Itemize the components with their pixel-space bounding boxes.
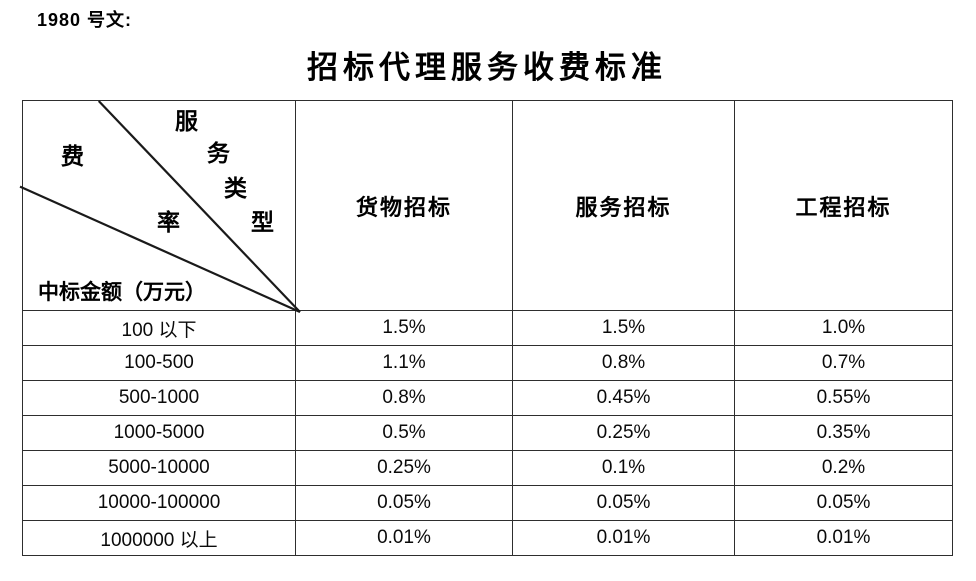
column-header-goods-bidding: 货物招标 (295, 100, 513, 311)
corner-service-type-char: 型 (251, 210, 274, 235)
page-title: 招标代理服务收费标准 (307, 50, 667, 85)
fee-cell: 1.1% (295, 345, 513, 381)
fee-cell: 0.01% (734, 520, 953, 556)
fee-cell: 1.5% (512, 310, 735, 346)
doc-number-label: 1980 号文: (37, 10, 133, 30)
corner-fee-rate-char: 费 (61, 144, 84, 169)
fee-cell: 0.7% (734, 345, 953, 381)
row-range-label: 1000-5000 (22, 415, 296, 451)
fee-cell: 0.05% (295, 485, 513, 521)
fee-cell: 1.5% (295, 310, 513, 346)
row-range-label: 500-1000 (22, 380, 296, 416)
diagonal-divider-lines (19, 100, 301, 313)
fee-cell: 0.25% (512, 415, 735, 451)
fee-cell: 0.01% (512, 520, 735, 556)
row-range-label: 5000-10000 (22, 450, 296, 486)
table-corner-cell: 服 务 类 型 费 率 中标金额（万元） (19, 100, 301, 313)
table-row: 1000-5000 0.5% 0.25% 0.35% (22, 415, 953, 451)
fee-table-container: 服 务 类 型 费 率 中标金额（万元） 货物招标 服务招标 工程招标 100 … (19, 100, 953, 556)
fee-cell: 0.05% (512, 485, 735, 521)
corner-fee-rate-char: 率 (157, 210, 180, 235)
fee-cell: 0.5% (295, 415, 513, 451)
corner-service-type-char: 类 (224, 176, 247, 201)
table-row: 100 以下 1.5% 1.5% 1.0% (22, 310, 953, 346)
table-row: 10000-100000 0.05% 0.05% 0.05% (22, 485, 953, 521)
fee-table: 服 务 类 型 费 率 中标金额（万元） 货物招标 服务招标 工程招标 100 … (19, 100, 953, 556)
fee-cell: 0.2% (734, 450, 953, 486)
fee-cell: 1.0% (734, 310, 953, 346)
fee-cell: 0.1% (512, 450, 735, 486)
table-row: 100-500 1.1% 0.8% 0.7% (22, 345, 953, 381)
row-axis-label: 中标金额（万元） (38, 279, 206, 304)
fee-cell: 0.8% (295, 380, 513, 416)
fee-cell: 0.35% (734, 415, 953, 451)
fee-cell: 0.05% (734, 485, 953, 521)
table-row: 1000000 以上 0.01% 0.01% 0.01% (22, 520, 953, 556)
row-range-label: 1000000 以上 (22, 520, 296, 556)
fee-cell: 0.25% (295, 450, 513, 486)
column-header-works-bidding: 工程招标 (734, 100, 953, 311)
fee-cell: 0.55% (734, 380, 953, 416)
row-range-label: 10000-100000 (22, 485, 296, 521)
fee-cell: 0.01% (295, 520, 513, 556)
row-range-label: 100 以下 (22, 310, 296, 346)
column-header-service-bidding: 服务招标 (512, 100, 735, 311)
row-range-label: 100-500 (22, 345, 296, 381)
header-row: 服 务 类 型 费 率 中标金额（万元） 货物招标 服务招标 工程招标 (19, 100, 953, 313)
table-row: 500-1000 0.8% 0.45% 0.55% (22, 380, 953, 416)
corner-service-type-char: 务 (207, 141, 230, 166)
fee-cell: 0.45% (512, 380, 735, 416)
fee-cell: 0.8% (512, 345, 735, 381)
table-row: 5000-10000 0.25% 0.1% 0.2% (22, 450, 953, 486)
corner-service-type-char: 服 (175, 109, 198, 134)
